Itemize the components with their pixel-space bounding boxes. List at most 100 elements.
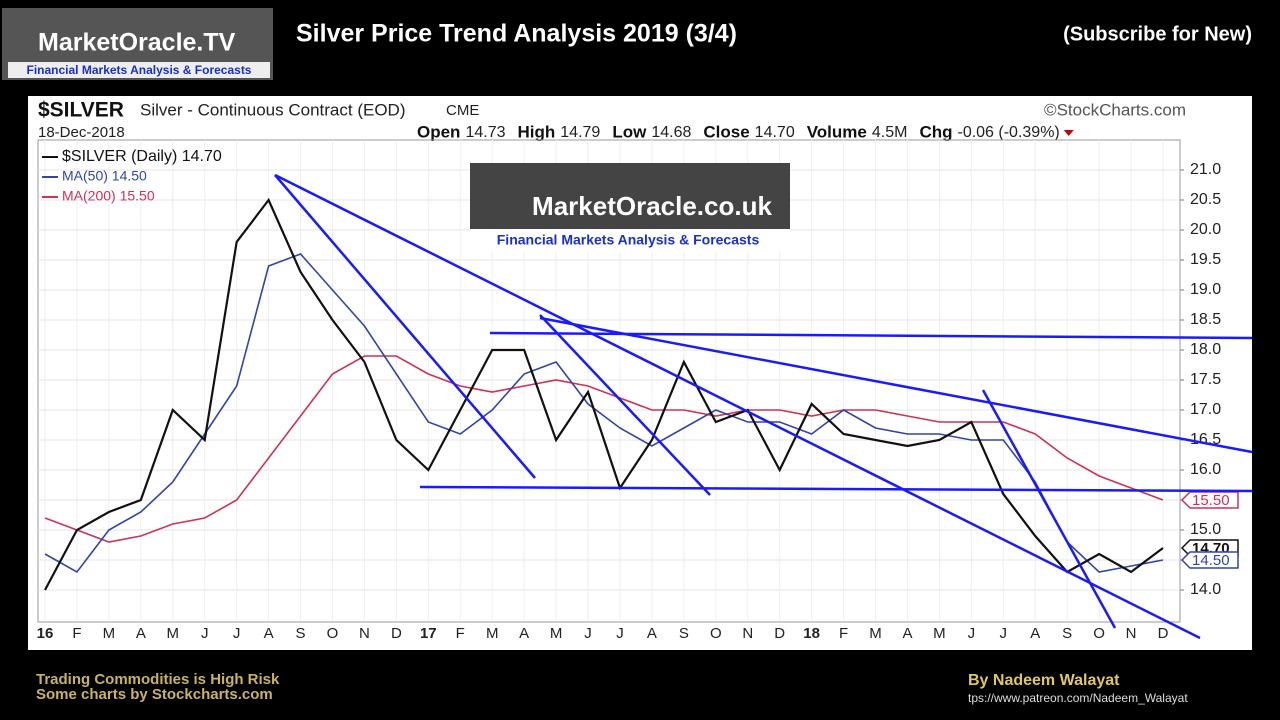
quote-label: Open (417, 122, 460, 141)
x-tick-label: S (679, 625, 689, 642)
source: ©StockCharts.com (1044, 100, 1186, 119)
legend-entry: MA(50) 14.50 (62, 168, 147, 184)
y-tick-label: 14.0 (1190, 581, 1221, 598)
trend-line (539, 316, 1253, 454)
x-tick-label: O (710, 625, 722, 642)
trend-line (274, 173, 1201, 640)
trend-lines (274, 173, 1253, 640)
x-tick-label: N (1126, 625, 1137, 642)
x-tick-label: M (167, 625, 180, 642)
y-tick-label: 16.0 (1190, 461, 1221, 478)
x-tick-label: 17 (420, 625, 437, 642)
y-tick-label: 19.0 (1190, 281, 1221, 298)
price-tag (1180, 551, 1239, 569)
x-tick-label: J (1000, 625, 1008, 642)
quote-value: -0.06 (-0.39%) (957, 124, 1059, 141)
quote-label: High (518, 122, 556, 141)
series-line (44, 355, 1164, 543)
y-tick-label: 20.0 (1190, 221, 1221, 238)
y-tick-label: 19.5 (1190, 251, 1221, 268)
x-tick-label: F (839, 625, 848, 642)
x-tick-label: A (1030, 625, 1040, 642)
y-tick-label: 21.0 (1190, 161, 1221, 178)
x-tick-label: A (902, 625, 912, 642)
subscribe: (Subscribe for New) (1063, 23, 1252, 45)
legend-entry: $SILVER (Daily) 14.70 (62, 148, 222, 165)
price-tag-label: 14.50 (1192, 552, 1230, 569)
x-tick-label: A (264, 625, 274, 642)
x-tick-label: F (456, 625, 465, 642)
trend-line (489, 331, 1253, 340)
symbol: $SILVER (38, 99, 124, 122)
quote-value: 14.79 (560, 124, 600, 141)
series-line (44, 197, 1164, 591)
watermark-tagline: Financial Markets Analysis & Forecasts (497, 232, 760, 248)
logo-tagline: Financial Markets Analysis & Forecasts (27, 63, 252, 77)
x-tick-label: M (550, 625, 563, 642)
x-tick-label: D (1158, 625, 1169, 642)
x-tick-label: S (1062, 625, 1072, 642)
plot-frame (37, 139, 1181, 623)
x-tick-label: N (359, 625, 370, 642)
y-tick-label: 15.0 (1190, 521, 1221, 538)
watermark-box (470, 163, 790, 229)
quote-label: Volume (807, 122, 867, 141)
logo-strip (8, 62, 270, 78)
trend-line (539, 314, 711, 496)
quote-label: Close (703, 122, 749, 141)
video-title: Silver Price Trend Analysis 2019 (3/4) (296, 20, 737, 48)
credit-note: Some charts by Stockcharts.com (36, 686, 273, 703)
y-tick-label: 17.0 (1190, 401, 1221, 418)
x-tick-label: F (72, 625, 81, 642)
trend-line (981, 389, 1117, 629)
x-tick-label: A (136, 625, 146, 642)
quote-label: Chg (919, 122, 952, 141)
price-tag-label: 15.50 (1192, 492, 1230, 509)
x-tick-label: M (869, 625, 882, 642)
price-tag (1180, 491, 1239, 509)
x-tick-label: J (233, 625, 241, 642)
risk-note: Trading Commodities is High Risk (36, 671, 280, 688)
quote-value: 4.5M (872, 124, 908, 141)
watermark: MarketOracle.co.uk (532, 191, 772, 221)
quote-value: 14.68 (651, 124, 691, 141)
exchange: CME (446, 102, 479, 119)
quote-label: Low (612, 122, 647, 141)
x-tick-label: M (933, 625, 946, 642)
x-tick-label: M (103, 625, 116, 642)
quote-value: 14.73 (465, 124, 505, 141)
x-tick-label: N (742, 625, 753, 642)
author: By Nadeem Walayat (968, 672, 1120, 689)
x-tick-label: 16 (37, 625, 54, 642)
url: tps://www.patreon.com/Nadeem_Walayat (968, 691, 1188, 705)
logo: MarketOracle.TV (38, 29, 236, 57)
x-tick-label: S (296, 625, 306, 642)
y-tick-label: 18.0 (1190, 341, 1221, 358)
x-tick-label: J (616, 625, 624, 642)
x-tick-label: O (1093, 625, 1105, 642)
x-tick-label: D (391, 625, 402, 642)
trend-line (419, 485, 1253, 493)
x-tick-label: J (968, 625, 976, 642)
date: 18-Dec-2018 (38, 124, 125, 141)
x-tick-label: A (519, 625, 529, 642)
x-tick-label: 18 (803, 625, 820, 642)
watermark-strip (470, 229, 790, 251)
y-tick-label: 18.5 (1190, 311, 1221, 328)
chart-title: Silver - Continuous Contract (EOD) (140, 100, 405, 119)
y-tick-label: 20.5 (1190, 191, 1221, 208)
quote-value: 14.70 (755, 124, 795, 141)
down-arrow (1063, 130, 1074, 136)
series-line (44, 253, 1164, 574)
x-tick-label: J (584, 625, 592, 642)
trend-line (274, 174, 536, 479)
x-tick-label: D (774, 625, 785, 642)
x-tick-label: M (486, 625, 499, 642)
legend-entry: MA(200) 15.50 (62, 188, 155, 204)
x-tick-label: J (201, 625, 209, 642)
x-tick-label: A (647, 625, 657, 642)
y-tick-label: 17.5 (1190, 371, 1221, 388)
x-tick-label: O (327, 625, 339, 642)
